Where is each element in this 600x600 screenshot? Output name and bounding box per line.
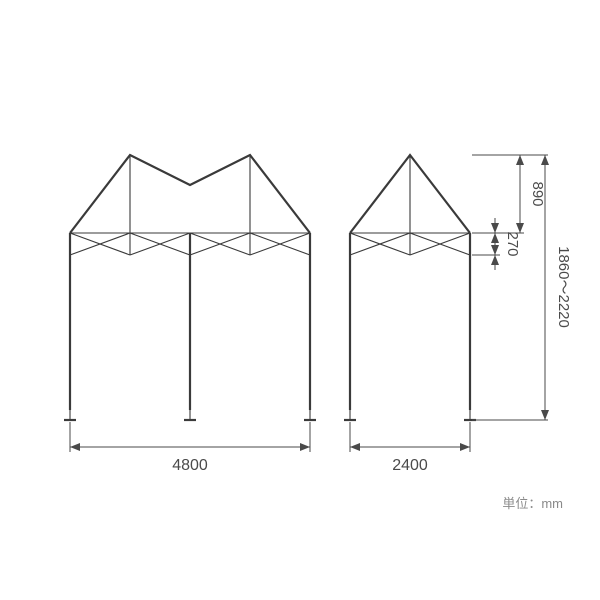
dim-truss-label: 270: [504, 231, 521, 256]
dim-width-large-label: 4800: [172, 457, 208, 474]
unit-label: 単位：mm: [502, 496, 563, 511]
dim-width-small-label: 2400: [392, 457, 428, 474]
tent-large-front: [64, 155, 316, 420]
dim-width-small: 2400: [350, 422, 470, 474]
dim-roof-label: 890: [529, 181, 546, 206]
tent-large-roof-struts: [70, 155, 310, 233]
tent-dimension-diagram: 4800 2400 270 890 18: [0, 0, 600, 600]
tent-small-side: [344, 155, 476, 420]
tent-small-truss: [350, 233, 470, 255]
dim-vertical-group: 270 890 1860～2220: [472, 155, 572, 420]
dim-total-label: 1860～2220: [555, 246, 572, 328]
dim-width-large: 4800: [70, 422, 310, 474]
